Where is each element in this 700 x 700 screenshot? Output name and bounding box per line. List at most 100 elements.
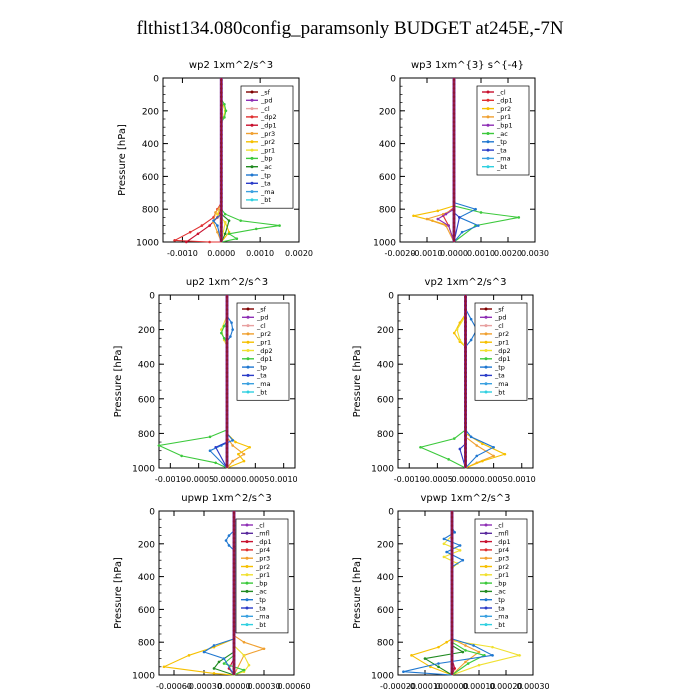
y-tick-label: 400 (377, 361, 394, 371)
legend-marker (250, 90, 254, 94)
spine-marker (232, 541, 236, 544)
legend-label: _ma (496, 155, 511, 163)
spine-marker (232, 616, 236, 620)
legend-label: _bp (255, 579, 268, 587)
spine-marker (450, 524, 454, 527)
data-point (227, 534, 231, 537)
legend-marker (245, 565, 249, 568)
spine-marker (225, 312, 229, 316)
legend-label: _ma (260, 188, 275, 196)
y-axis-label: Pressure [hPa] (117, 124, 128, 196)
series-line (453, 78, 480, 243)
legend-marker (486, 90, 490, 94)
legend-label: _sf (260, 88, 271, 96)
legend-label: _sf (494, 305, 505, 313)
legend-label: _ma (494, 380, 509, 388)
data-point (492, 445, 495, 449)
legend: _sf_pd_cl_pr2_pr1_dp2_dp1_tp_ta_ma_bt (236, 302, 290, 401)
data-point (216, 212, 219, 216)
legend-label: _pr3 (260, 130, 275, 138)
legend-label: _ta (494, 372, 505, 380)
legend-label: _bt (496, 163, 507, 171)
x-tick-label: 0.00060 (277, 682, 310, 691)
spine-marker (464, 312, 467, 316)
legend-marker (484, 523, 488, 527)
legend-marker (250, 140, 254, 144)
legend-marker (245, 614, 249, 618)
spine-marker (450, 646, 454, 649)
data-point (410, 654, 413, 657)
spine-marker (232, 646, 236, 649)
spine-marker (464, 409, 467, 412)
spine-marker (219, 120, 223, 124)
data-point (187, 654, 191, 657)
x-tick-label: -0.0020 (385, 249, 416, 258)
data-point (491, 645, 494, 649)
spine-marker (225, 341, 229, 345)
data-point (481, 442, 484, 446)
legend-marker (245, 606, 249, 610)
spine-marker (450, 511, 454, 515)
spine-marker (450, 545, 454, 548)
y-tick-label: 600 (379, 173, 396, 183)
data-point (469, 317, 473, 321)
spine-marker (232, 553, 236, 557)
spine-marker (464, 333, 467, 337)
data-point (475, 444, 479, 447)
spine-marker (232, 620, 236, 624)
y-tick-label: 800 (377, 639, 394, 649)
spine-marker (219, 213, 223, 216)
legend-marker (246, 332, 250, 336)
legend-label: _bt (255, 621, 266, 629)
x-tick-label: 0.0010 (246, 249, 274, 258)
chart-panel-6: vpwp 1xm^2/s^3 Pressure [hPa] 0 200 400 600 80… (352, 493, 550, 691)
data-point (458, 549, 462, 552)
data-point (479, 211, 483, 214)
legend-label: _bp1 (496, 122, 513, 130)
legend-label: _pd (494, 314, 507, 322)
legend-marker (246, 357, 250, 361)
y-tick-label: 600 (377, 606, 394, 616)
legend-label: _pr1 (255, 571, 270, 579)
spine-marker (464, 308, 467, 311)
legend-label: _pr1 (256, 339, 271, 347)
spine-marker (452, 213, 456, 216)
legend-marker (484, 349, 488, 352)
spine-marker (219, 221, 223, 225)
legend-label: _dp2 (494, 347, 511, 355)
y-tick-label: 600 (377, 395, 394, 405)
spine-marker (219, 162, 223, 166)
data-point (222, 324, 226, 328)
legend-label: _ta (255, 604, 266, 612)
spine-marker (464, 350, 467, 353)
data-point (173, 239, 176, 242)
spine-marker (452, 145, 456, 149)
legend: _cl_mfl_dp1_pr4_pr3_pr2_pr1_bp_ac_tp_ta_… (235, 518, 289, 634)
spine-marker (450, 641, 454, 645)
series-line (442, 511, 522, 676)
spine-marker (450, 662, 454, 666)
legend-label: _pd (260, 97, 273, 105)
spine-marker (464, 392, 467, 395)
legend-marker (484, 340, 488, 344)
spine-marker (219, 217, 223, 220)
spine-marker (450, 612, 454, 616)
spine-marker (232, 536, 236, 540)
x-tick-label: -0.00060 (156, 682, 192, 691)
x-tick-label: 0.00000 (217, 682, 250, 691)
spine-marker (219, 204, 223, 208)
spine-marker (225, 337, 229, 341)
legend-marker (246, 340, 250, 344)
spine-marker (452, 225, 456, 229)
spine-marker (232, 604, 236, 607)
y-tick-label: 400 (377, 573, 394, 583)
spine-marker (464, 325, 467, 328)
series-line (418, 295, 467, 469)
spine-marker (452, 238, 456, 241)
spine-marker (452, 129, 456, 132)
x-tick-label: 0.00020 (489, 682, 522, 691)
data-point (223, 232, 227, 236)
spine-marker (452, 183, 456, 187)
spine-marker (452, 217, 456, 220)
zero-spine (232, 511, 236, 675)
